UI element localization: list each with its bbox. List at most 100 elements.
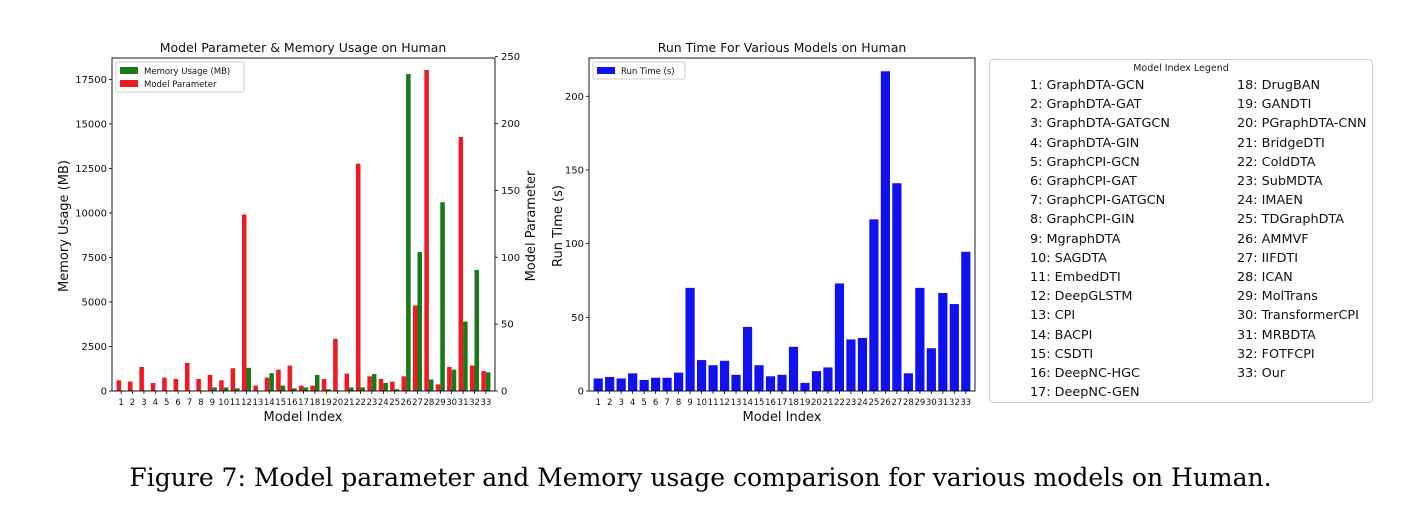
chart2-xtick-label: 24 [857,398,868,408]
runtime-bar-4 [628,373,638,391]
chart1-xtick-label: 33 [480,398,491,408]
memory-bar-23 [371,374,377,391]
chart2-xtick-label: 1 [595,398,600,408]
chart1-ytick-label: 2500 [82,342,107,353]
parameter-bar-11 [230,368,236,391]
memory-bar-17 [303,387,309,391]
chart1-frame [111,57,496,392]
runtime-bar-29 [915,287,925,391]
chart1-xtick-label: 1 [118,398,123,408]
parameter-bar-14 [264,377,270,391]
chart2-xtick-label: 33 [960,398,971,408]
chart2-xtick-label: 27 [891,398,902,408]
memory-bar-25 [394,389,400,391]
chart1-ytick-label: 17500 [75,75,107,86]
memory-bar-29 [440,202,445,391]
parameter-bar-1 [116,380,122,391]
chart1-xtick-label: 28 [423,398,434,408]
memory-bar-11 [235,388,240,391]
legend-entry-11: 11: EmbedDTI [1030,270,1121,285]
parameter-bar-17 [298,385,304,391]
chart1-xtick-label: 12 [241,398,252,408]
chart2-ytick-label: 0 [578,387,584,398]
chart2-legend-label: Run Time (s) [621,67,675,77]
chart1-xtick-label: 17 [298,398,309,408]
runtime-bar-9 [685,287,695,391]
parameter-bar-18 [310,385,315,391]
legend-entry-1: 1: GraphDTA-GCN [1030,78,1145,93]
parameter-bar-10 [219,380,224,391]
parameter-bar-9 [207,374,213,391]
chart1-ytick-label: 12500 [75,164,107,175]
memory-bar-30 [451,369,457,391]
chart1-xtick-label: 27 [412,398,423,408]
chart2-xtick-label: 2 [607,398,612,408]
chart2-xtick-label: 18 [788,398,799,408]
memory-bar-14 [269,373,274,391]
memory-bar-21 [349,387,354,391]
legend-entry-18: 18: DrugBAN [1237,78,1321,93]
chart1-legend-swatch [120,80,138,87]
legend-entry-6: 6: GraphCPI-GAT [1030,174,1137,189]
runtime-bar-12 [719,360,730,391]
chart1-ytick-label: 10000 [75,208,107,219]
runtime-bar-27 [892,183,902,391]
memory-bar-15 [280,385,286,391]
legend-entry-16: 16: DeepNC-HGC [1030,366,1140,381]
runtime-bar-17 [777,374,787,391]
chart1-xtick-label: 5 [164,398,169,408]
chart2-xtick-label: 29 [914,398,925,408]
parameter-bar-5 [162,377,167,391]
legend-entry-32: 32: FOTFCPI [1237,346,1315,362]
parameter-bar-7 [184,362,190,391]
runtime-bar-23 [846,339,856,391]
chart2-xtick-label: 7 [664,398,669,408]
chart1-xtick-label: 19 [321,398,332,408]
parameter-bar-19 [321,378,327,391]
chart2-xtick-label: 4 [630,398,635,408]
chart1-legend-frame [115,61,245,93]
chart1-xtick-label: 9 [210,398,215,408]
parameter-bar-15 [276,369,281,391]
chart2-xtick-label: 22 [834,398,845,408]
legend-entry-15: 15: CSDTI [1030,346,1094,362]
chart1-y2tick-label: 100 [501,253,520,264]
runtime-bar-30 [926,348,936,391]
legend-entry-13: 13: CPI [1030,308,1076,324]
chart2-xtick-label: 25 [868,398,879,408]
parameter-bar-28 [424,70,429,392]
chart2-title: Run Time For Various Models on Human [658,40,907,55]
memory-bar-16 [292,388,297,391]
chart2-xtick-label: 32 [949,398,960,408]
chart2-xtick-label: 31 [937,398,948,408]
chart2-axes: 1 2 3 4 5 6 7 8 9 10 11 12 13 14 15 16 17 18 19 20 21 22 23 24 2… [565,57,976,408]
runtime-bar-6 [651,377,661,391]
chart1-axes: 1 2 3 4 5 6 7 8 9 10 11 12 13 14 15 16 17 18 19 20 21 22 23 24 2… [75,52,520,408]
memory-bar-26 [406,74,411,392]
runtime-bar-33 [961,251,971,391]
legend-entry-33: 33: Our [1237,366,1286,381]
chart2-xtick-label: 23 [846,398,857,408]
chart1-legend-label: Memory Usage (MB) [144,67,230,77]
parameter-bar-25 [390,381,395,391]
legend-entry-25: 25: TDGraphDTA [1237,212,1345,228]
parameter-bar-20 [333,338,338,391]
chart2-xtick-label: 14 [742,398,753,408]
parameter-bar-23 [367,376,372,391]
chart1-title: Model Parameter & Memory Usage on Human [160,40,447,55]
runtime-bar-1 [593,378,603,391]
model-index-legend-title: Model Index Legend [1133,63,1229,74]
chart2-xtick-label: 28 [903,398,914,408]
chart1-xtick-label: 20 [332,398,343,408]
memory-bar-22 [360,387,366,391]
legend-entry-9: 9: MgraphDTA [1030,231,1121,247]
chart2-ytick-label: 200 [565,92,584,103]
chart1-ytick-label: 15000 [75,119,107,130]
runtime-bar-5 [639,379,649,391]
runtime-bar-22 [834,283,845,391]
chart2-xtick-label: 9 [687,398,692,408]
chart1-ytick-label: 7500 [82,253,107,264]
chart2-ytick-label: 100 [565,239,584,250]
chart2-xtick-label: 6 [653,398,658,408]
